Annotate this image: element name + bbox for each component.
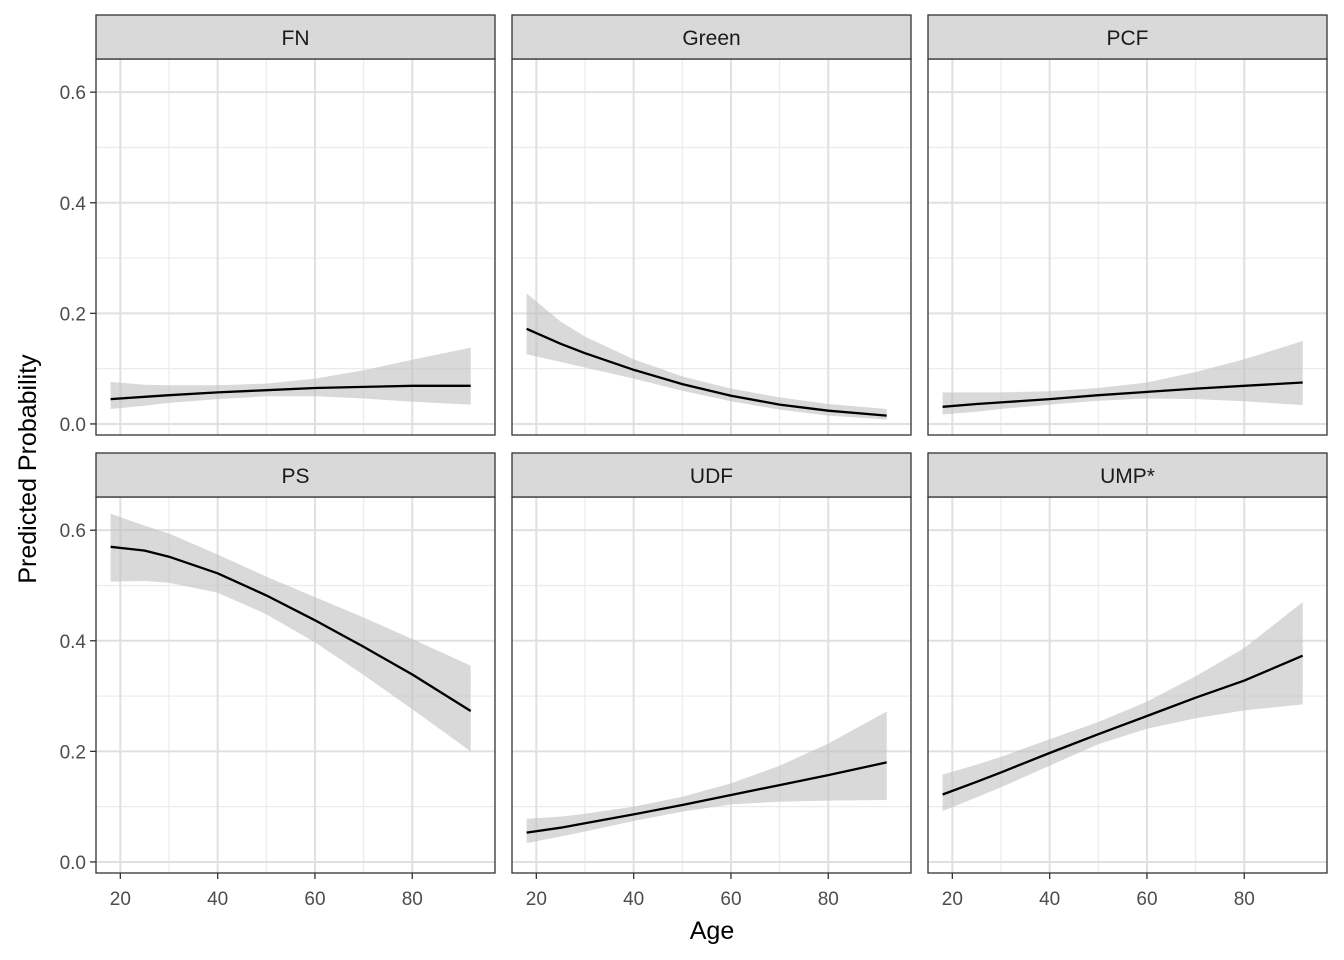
ci-ribbon-udf (526, 711, 887, 844)
y-tick-label: 0.6 (60, 521, 86, 542)
series-line-udf (526, 761, 887, 834)
y-tick-label: 0.4 (60, 194, 87, 215)
y-tick-label: 0.2 (60, 742, 86, 763)
facet-label-fn: FN (282, 27, 310, 50)
facet-label-pcf: PCF (1107, 27, 1149, 50)
x-tick-label: 20 (110, 889, 131, 910)
facet-strip-udf (511, 452, 912, 498)
facet-strip-fn (95, 14, 496, 60)
facet-label-udf: UDF (690, 465, 733, 488)
facet-strip-pcf (927, 14, 1328, 60)
facet-label-green: Green (682, 27, 740, 50)
x-tick-label: 60 (304, 889, 325, 910)
y-tick-label: 0.2 (60, 304, 86, 325)
facet-strip-ump (927, 452, 1328, 498)
y-tick-label: 0.4 (60, 632, 87, 653)
ci-ribbon-ps (110, 513, 471, 752)
y-tick-label: 0.0 (60, 415, 86, 436)
x-axis-title: Age (690, 917, 734, 945)
facet-strip-green (511, 14, 912, 60)
panel-background-udf (512, 497, 911, 873)
facet-label-ps: PS (281, 465, 309, 488)
facet-label-ump: UMP* (1100, 465, 1155, 488)
series-line-fn (110, 384, 471, 401)
x-tick-label: 60 (1136, 889, 1157, 910)
series-line-green (526, 327, 887, 417)
facet-strip-ps (95, 452, 496, 498)
x-tick-label: 20 (526, 889, 547, 910)
series-line-ps (110, 545, 472, 712)
series-line-pcf (942, 381, 1303, 408)
x-tick-label: 80 (1234, 889, 1255, 910)
series-line-ump (942, 654, 1304, 796)
x-tick-label: 40 (623, 889, 644, 910)
x-tick-label: 60 (720, 889, 741, 910)
ci-ribbon-pcf (942, 341, 1303, 415)
x-tick-label: 40 (1039, 889, 1060, 910)
y-axis-title: Predicted Probability (14, 354, 42, 584)
x-tick-label: 80 (402, 889, 423, 910)
y-tick-label: 0.6 (60, 83, 86, 104)
y-tick-label: 0.0 (60, 853, 86, 874)
x-tick-label: 80 (818, 889, 839, 910)
ci-ribbon-green (526, 293, 887, 420)
x-tick-label: 40 (207, 889, 228, 910)
x-tick-label: 20 (942, 889, 963, 910)
panel-background-green (512, 59, 911, 435)
